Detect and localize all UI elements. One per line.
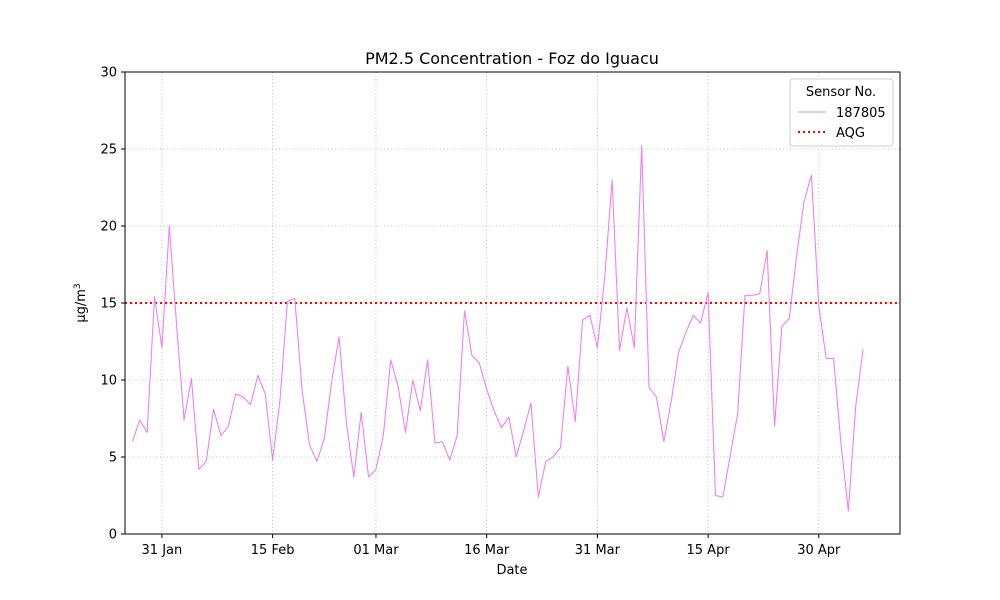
legend: Sensor No. 187805 AQG [789,78,894,147]
x-tick-label: 01 Mar [353,543,399,558]
y-axis-title: μg/m3 [73,283,89,322]
x-tick-label: 15 Apr [687,543,731,558]
y-axis-title-superscript: 3 [73,283,83,289]
x-tick-label: 16 Mar [464,543,510,558]
y-tick-label: 10 [100,374,117,389]
y-tick-label: 0 [109,528,117,543]
x-axis: 31 Jan 15 Feb 01 Mar 16 Mar 31 Mar 15 Apr 30 A… [142,534,841,558]
x-tick-label: 30 Apr [797,543,841,558]
legend-label-aqg: AQG [836,126,865,141]
legend-title: Sensor No. [806,85,876,100]
y-tick-label: 25 [100,143,117,158]
x-tick-label: 31 Mar [575,543,621,558]
x-axis-title: Date [496,563,527,578]
series-187805 [131,145,864,512]
y-tick-label: 15 [100,297,117,312]
series-line-187805 [131,145,864,512]
y-tick-label: 30 [100,66,117,81]
y-tick-label: 20 [100,220,117,235]
legend-box [789,78,894,147]
x-tick-label: 31 Jan [142,543,183,558]
y-axis: 0 5 10 15 20 25 30 [100,66,125,543]
y-axis-title-unit: μg/m [74,289,89,323]
chart-title: PM2.5 Concentration - Foz do Iguacu [365,49,659,68]
legend-label-187805: 187805 [836,106,886,121]
x-tick-label: 15 Feb [251,543,295,558]
y-tick-label: 5 [109,451,117,466]
